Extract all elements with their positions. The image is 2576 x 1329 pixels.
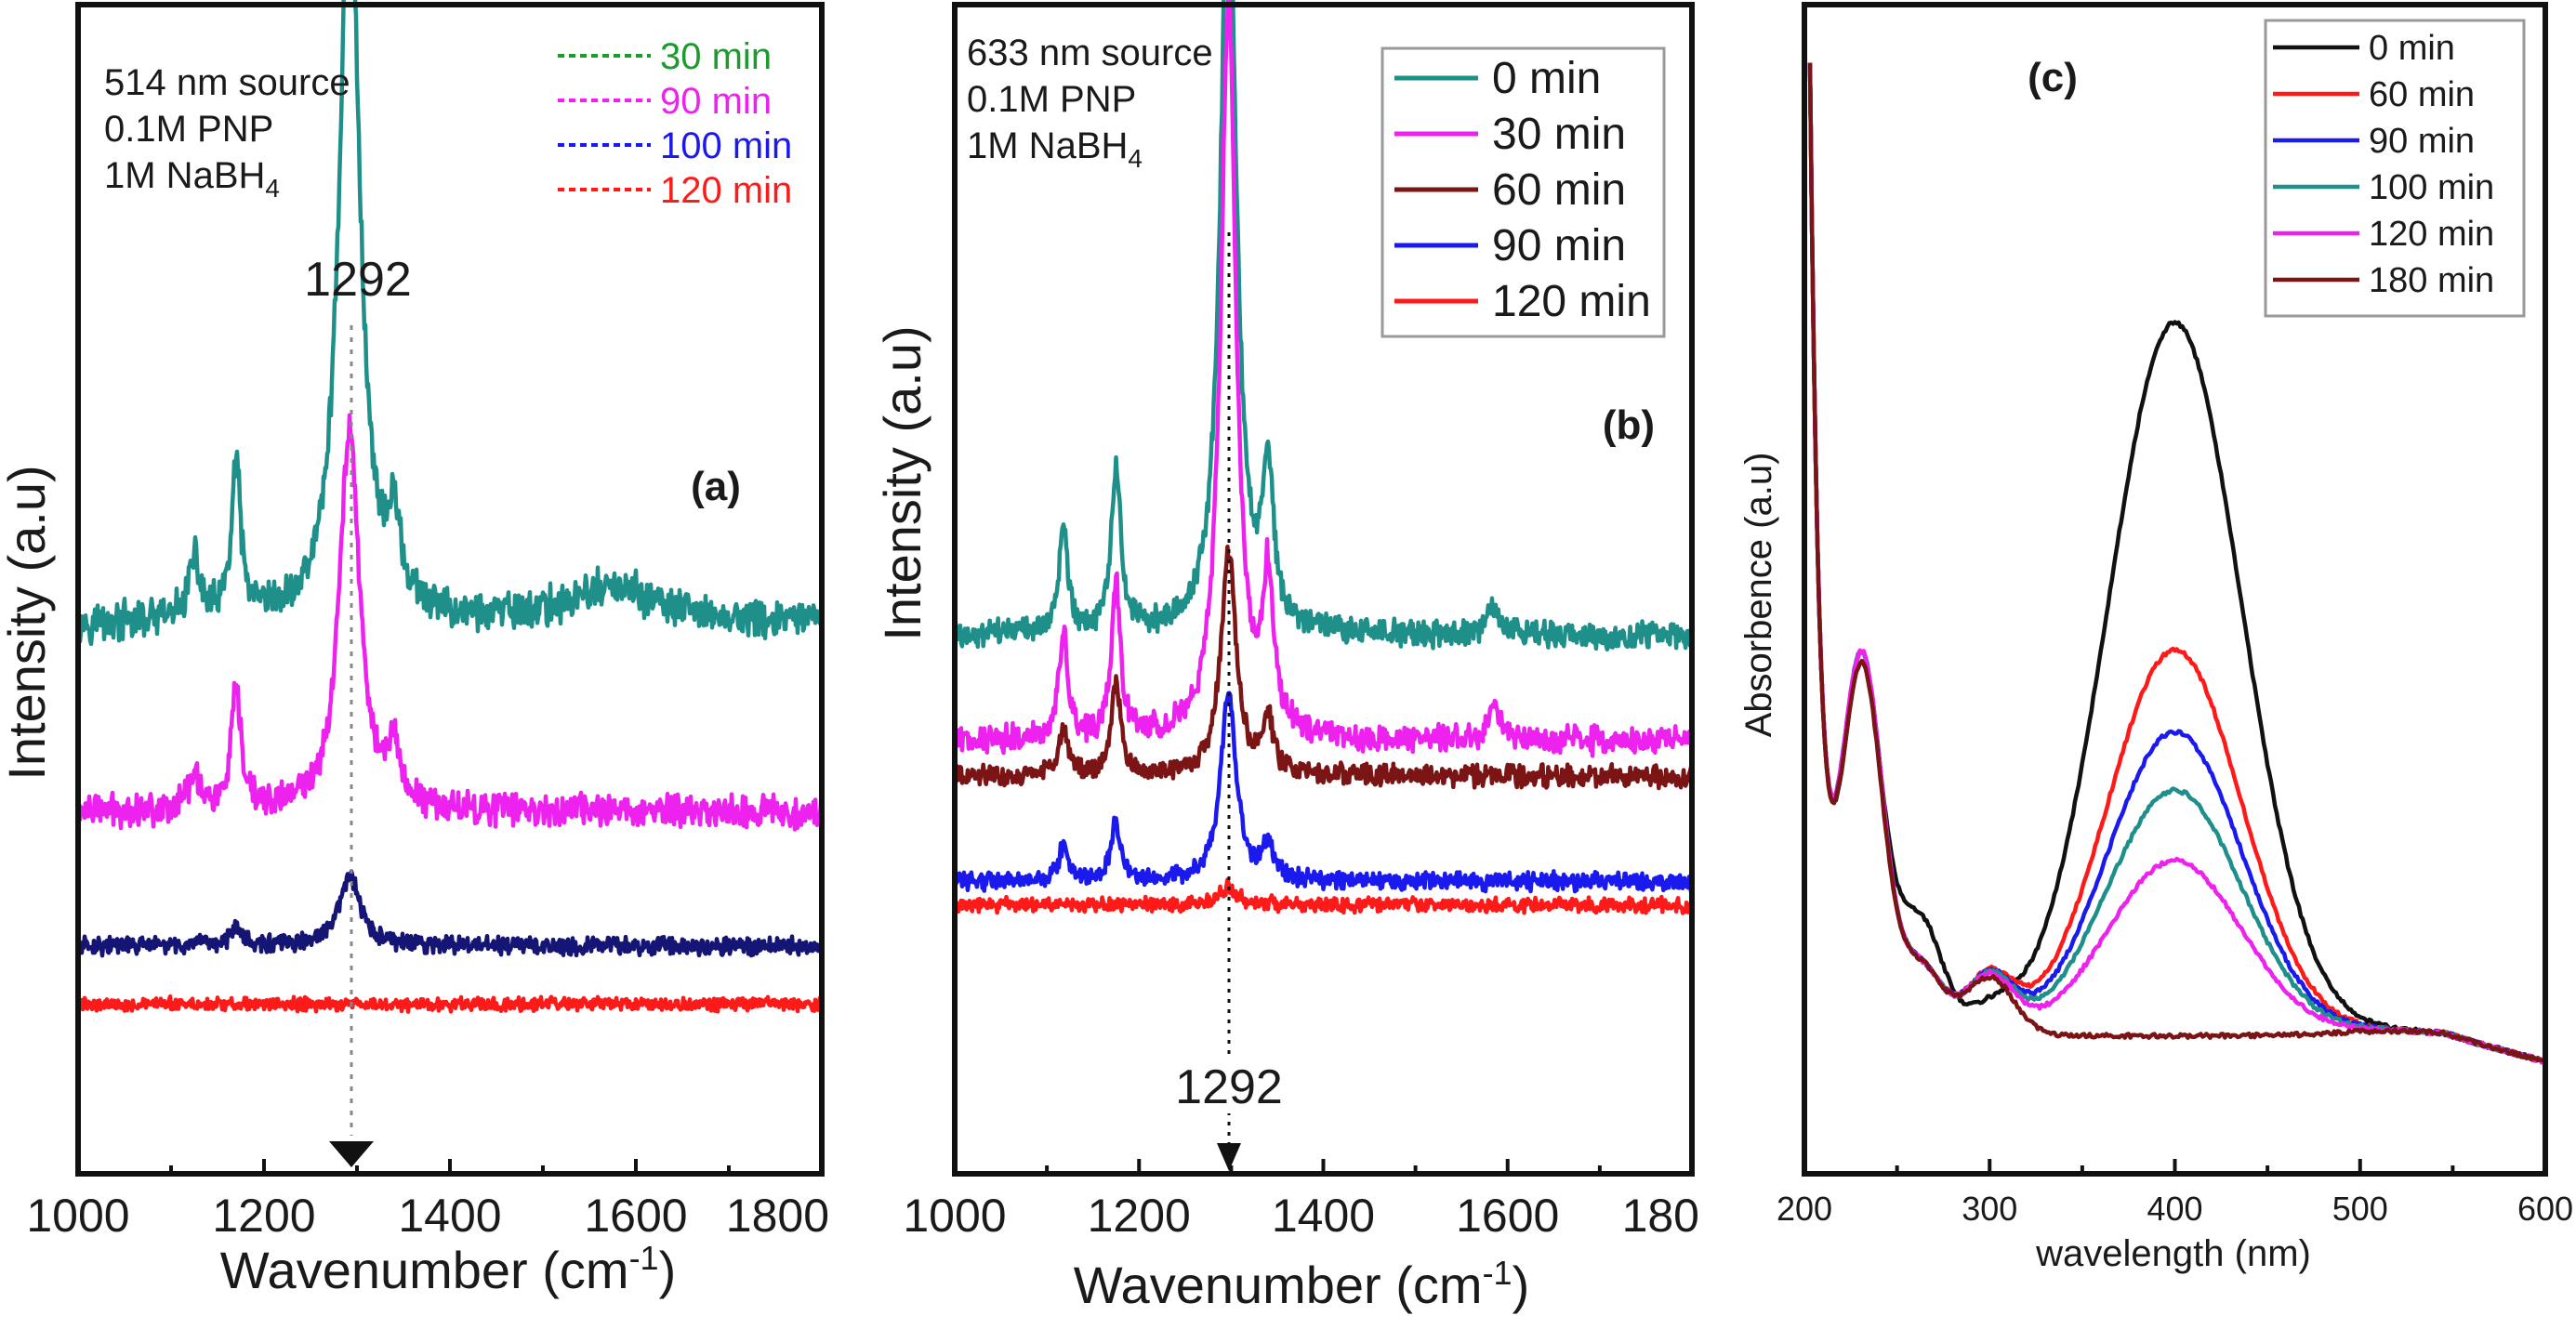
panel-b-x-tick-label: 1400 xyxy=(1272,1190,1375,1242)
panel-c-x-tick-label: 600 xyxy=(2517,1190,2573,1228)
panel-b-x-axis-label-end: ) xyxy=(1513,1256,1530,1314)
panel-b-legend-label: 60 min xyxy=(1492,165,1626,215)
panel-a-note-pnp: 0.1M PNP xyxy=(104,109,273,150)
panel-a-plot-area xyxy=(75,0,825,1014)
panel-b-x-tick-label: 1600 xyxy=(1456,1190,1559,1242)
panel-a-legend-label: 120 min xyxy=(660,170,792,211)
panel-b: 1000 1200 1400 1600 180 633 nm source 0.1M P… xyxy=(873,0,1699,1314)
panel-a-peak-label: 1292 xyxy=(304,253,412,307)
panel-b-legend: 0 min 30 min 60 min 90 min 120 min xyxy=(1394,54,1651,326)
panel-b-series-60-min xyxy=(953,545,1695,791)
panel-a-x-axis-label: Wavenumber (cm-1) xyxy=(220,1239,676,1299)
panel-b-x-axis-label-sup: -1 xyxy=(1483,1254,1513,1292)
panel-b-note-nabh4: 1M NaBH4 xyxy=(967,125,1143,173)
panel-c-label: (c) xyxy=(2028,55,2078,100)
panel-a-x-tick-label: 1200 xyxy=(212,1190,315,1242)
panel-a-note-nabh4-text: 1M NaBH xyxy=(104,155,265,196)
panel-b-legend-label: 30 min xyxy=(1492,110,1626,159)
panel-b-plot-area xyxy=(952,0,1695,915)
panel-a-x-axis-label-sup: -1 xyxy=(629,1239,659,1277)
panel-a-legend-label: 100 min xyxy=(660,125,792,166)
panel-c-legend: 0 min 60 min 90 min 100 min 120 min 180 min xyxy=(2273,29,2494,300)
panel-a-series-120-min xyxy=(76,993,824,1014)
panel-a-x-ticks: 1000 1200 1400 1600 1800 xyxy=(26,1159,829,1242)
panel-a-series-100-min xyxy=(75,869,825,958)
panel-b-note-source: 633 nm source xyxy=(967,33,1213,73)
panel-c-y-axis-label: Absorbence (a.u) xyxy=(1738,453,1779,738)
panel-c-x-tick-label: 300 xyxy=(1962,1190,2017,1228)
panel-b-note-pnp: 0.1M PNP xyxy=(967,79,1136,120)
panel-b-series-0-min xyxy=(952,0,1695,652)
panel-a-legend-label: 30 min xyxy=(660,36,772,77)
panel-c-legend-label: 60 min xyxy=(2369,75,2475,114)
panel-b-series-90-min xyxy=(952,691,1695,894)
panel-b-note-nabh4-text: 1M NaBH xyxy=(967,125,1128,166)
panel-a-note-nabh4-sub: 4 xyxy=(265,174,280,203)
panel-c-legend-label: 0 min xyxy=(2369,29,2455,68)
panel-c-x-ticks: 200 300 400 500 600 xyxy=(1777,1159,2573,1228)
panel-c-legend-label: 120 min xyxy=(2369,215,2494,254)
panel-b-x-tick-label: 180 xyxy=(1622,1190,1699,1242)
panel-a-legend-label: 90 min xyxy=(660,81,772,122)
panel-a-note-nabh4: 1M NaBH4 xyxy=(104,155,280,203)
panel-c-legend-label: 180 min xyxy=(2369,261,2494,300)
panel-b-label: (b) xyxy=(1603,402,1655,448)
panel-c: 200 300 400 500 600 0 min 60 min 90 min 100 min… xyxy=(1738,2,2573,1274)
panel-b-x-tick-label: 1000 xyxy=(903,1190,1006,1242)
panel-b-legend-label: 0 min xyxy=(1492,54,1601,103)
panel-a-x-axis-label-end: ) xyxy=(659,1241,677,1299)
panel-b-series-30-min xyxy=(952,0,1695,758)
panel-a-x-tick-label: 1000 xyxy=(26,1190,129,1242)
panel-c-legend-label: 100 min xyxy=(2369,168,2494,207)
panel-b-peak-label: 1292 xyxy=(1175,1060,1283,1114)
panel-a-label: (a) xyxy=(691,464,741,509)
panel-b-legend-label: 120 min xyxy=(1492,277,1651,326)
panel-b-x-tick-label: 1200 xyxy=(1088,1190,1191,1242)
panel-b-x-ticks: 1000 1200 1400 1600 180 xyxy=(903,1159,1699,1242)
panel-b-x-axis-label: Wavenumber (cm-1) xyxy=(1074,1254,1529,1314)
panel-a-note-source: 514 nm source xyxy=(104,62,350,103)
panel-c-x-tick-label: 400 xyxy=(2147,1190,2202,1228)
panel-a-peak-arrowhead xyxy=(329,1141,374,1167)
panel-b-x-axis-label-text: Wavenumber (cm xyxy=(1074,1256,1483,1314)
panel-c-legend-box xyxy=(2264,19,2526,318)
panel-b-legend-box xyxy=(1380,46,1666,338)
panel-a-x-tick-label: 1800 xyxy=(726,1190,829,1242)
panel-a-series-30-min xyxy=(76,0,825,647)
panel-c-plot-area xyxy=(1807,62,2547,1065)
panel-a-x-tick-label: 1600 xyxy=(584,1190,687,1242)
panel-a-x-axis-label-text: Wavenumber (cm xyxy=(220,1241,629,1299)
panel-b-note-nabh4-sub: 4 xyxy=(1128,144,1143,173)
panel-a-y-axis-label: Intensity (a.u) xyxy=(0,465,56,780)
panel-b-peak-arrowhead xyxy=(1217,1143,1241,1171)
panel-b-peak-label-bg xyxy=(1173,1058,1285,1113)
panel-c-x-tick-label: 500 xyxy=(2332,1190,2388,1228)
panel-c-series-180-min xyxy=(1807,62,2547,1064)
panel-b-series-120-min xyxy=(952,877,1695,915)
panel-c-legend-label: 90 min xyxy=(2369,122,2475,161)
panel-a: 1000 1200 1400 1600 1800 514 nm source 0.1M … xyxy=(0,0,829,1299)
panel-a-series-90-min xyxy=(75,413,825,832)
panel-c-x-tick-label: 200 xyxy=(1777,1190,1832,1228)
panel-b-legend-label: 90 min xyxy=(1492,221,1626,270)
panel-c-x-axis-label: wavelength (nm) xyxy=(2035,1233,2311,1274)
panel-a-x-tick-label: 1400 xyxy=(398,1190,501,1242)
panel-b-y-axis-label: Intensity (a.u) xyxy=(873,325,931,640)
